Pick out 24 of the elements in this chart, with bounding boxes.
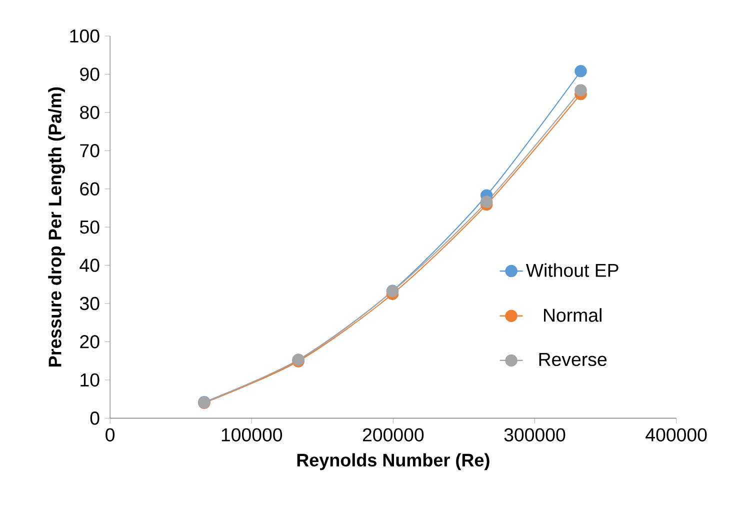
y-axis-title: Pressure drop Per Length (Pa/m) [48, 88, 66, 367]
point [574, 65, 587, 78]
point [480, 196, 493, 208]
legend-label: Normal [544, 308, 602, 322]
x-tick-label: 100000 [222, 428, 282, 442]
y-tick-label: 70 [80, 144, 100, 158]
x-tick-label: 300000 [504, 428, 566, 442]
y-tick-label: 50 [80, 220, 100, 234]
x-tick-label: 0 [106, 428, 115, 442]
y-tick-label: 40 [80, 258, 100, 272]
y-tick-label: 0 [90, 412, 100, 426]
x-axis-title: Reynolds Number (Re) [297, 453, 490, 470]
y-tick-label: 100 [70, 30, 100, 43]
y-tick-label: 60 [80, 182, 100, 196]
y-tick-label: 10 [80, 374, 100, 387]
y-tick-label: 90 [80, 68, 100, 82]
legend-label: Without EP [526, 263, 618, 278]
y-tick-label: 20 [80, 335, 100, 349]
x-tick-label: 200000 [362, 428, 424, 442]
legend-label: Reverse [539, 353, 607, 366]
point [574, 84, 587, 97]
y-tick-label: 80 [80, 106, 100, 120]
y-tick-label: 30 [80, 297, 100, 310]
x-tick-label: 400000 [646, 428, 707, 442]
